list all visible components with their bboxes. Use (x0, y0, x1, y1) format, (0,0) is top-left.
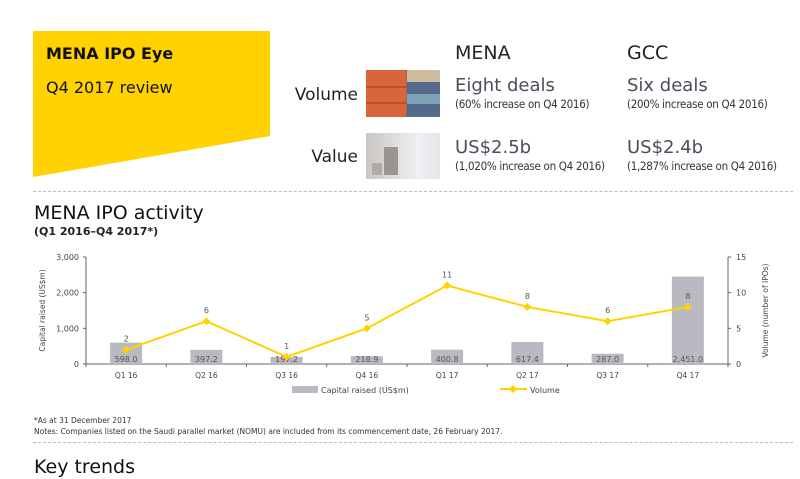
volume-point (282, 352, 291, 361)
bar-data-label: 598.0 (115, 355, 138, 364)
row-label-volume: Volume (294, 85, 358, 105)
coins-image (366, 133, 440, 179)
volume-data-label: 5 (364, 313, 369, 322)
mena-volume-detail: (60% increase on Q4 2016) (455, 97, 590, 111)
volume-point (443, 281, 452, 290)
legend-marker-volume (509, 385, 517, 393)
y2-axis-label: Volume (number of IPOs) (761, 263, 770, 357)
y2-tick-label: 10 (736, 289, 746, 298)
gcc-volume-detail: (200% increase on Q4 2016) (627, 97, 768, 111)
volume-data-label: 6 (204, 306, 209, 315)
note-text: Notes: Companies listed on the Saudi par… (34, 427, 503, 436)
note-asof: *As at 31 December 2017 (34, 416, 132, 425)
bar-data-label: 617.4 (516, 355, 539, 364)
volume-line (125, 284, 689, 358)
report-title: MENA IPO Eye (46, 44, 174, 63)
mena-value: US$2.5b (455, 137, 532, 158)
gcc-value: US$2.4b (627, 137, 704, 158)
x-tick-label: Q2 17 (516, 371, 539, 380)
volume-data-label: 6 (605, 306, 610, 315)
legend-label-capital: Capital raised (US$m) (321, 386, 409, 395)
x-tick-label: Q1 16 (115, 371, 138, 380)
column-header-mena: MENA (455, 42, 511, 64)
volume-point (523, 302, 532, 311)
volume-point (202, 317, 211, 326)
section-title: MENA IPO activity (34, 202, 204, 224)
legend-swatch-capital (292, 386, 318, 393)
header-banner (33, 31, 270, 177)
y-tick-label: 0 (74, 360, 79, 369)
volume-data-label: 8 (525, 292, 530, 301)
bar-data-label: 218.9 (355, 355, 378, 364)
gcc-volume: Six deals (627, 75, 708, 96)
y2-tick-label: 5 (736, 324, 741, 333)
divider-2 (33, 442, 793, 443)
bar-q2-17 (511, 341, 544, 364)
volume-data-label: 11 (442, 271, 452, 280)
bar-data-label: 2,451.0 (673, 355, 704, 364)
volume-data-label: 2 (124, 335, 129, 344)
x-tick-label: Q1 17 (436, 371, 459, 380)
gcc-value-detail: (1,287% increase on Q4 2016) (627, 159, 777, 173)
mena-volume: Eight deals (455, 75, 555, 96)
x-tick-label: Q4 17 (677, 371, 700, 380)
bar-data-label: 397.2 (195, 355, 218, 364)
containers-image (366, 70, 440, 117)
report-subtitle: Q4 2017 review (46, 78, 173, 97)
volume-data-label: 8 (685, 292, 690, 301)
bar-q1-17 (431, 349, 464, 364)
y2-tick-label: 0 (736, 360, 741, 369)
x-tick-label: Q4 16 (356, 371, 379, 380)
volume-data-label: 1 (284, 342, 289, 351)
y-axis-label: Capital raised (US$m) (38, 269, 47, 351)
volume-point (362, 324, 371, 333)
volume-point (122, 345, 131, 354)
bar-q2-16 (190, 349, 223, 364)
y-tick-label: 2,000 (56, 289, 79, 298)
mena-value-detail: (1,020% increase on Q4 2016) (455, 159, 605, 173)
volume-point (683, 302, 692, 311)
bar-data-label: 400.8 (436, 355, 459, 364)
x-tick-label: Q3 16 (275, 371, 298, 380)
row-label-value: Value (311, 147, 358, 167)
bar-q4-17 (671, 276, 704, 364)
divider (33, 191, 793, 192)
bar-q3-17 (591, 353, 624, 364)
key-trends-title: Key trends (34, 456, 136, 478)
y-tick-label: 1,000 (56, 324, 79, 333)
x-tick-label: Q2 16 (195, 371, 218, 380)
legend-label-volume: Volume (530, 386, 560, 395)
y2-tick-label: 15 (736, 253, 746, 262)
bar-q4-16 (350, 356, 383, 364)
column-header-gcc: GCC (627, 42, 669, 64)
bar-data-label: 287.0 (596, 355, 619, 364)
section-subtitle: (Q1 2016–Q4 2017*) (34, 225, 159, 238)
volume-point (603, 317, 612, 326)
y-tick-label: 3,000 (56, 253, 79, 262)
x-tick-label: Q3 17 (596, 371, 619, 380)
